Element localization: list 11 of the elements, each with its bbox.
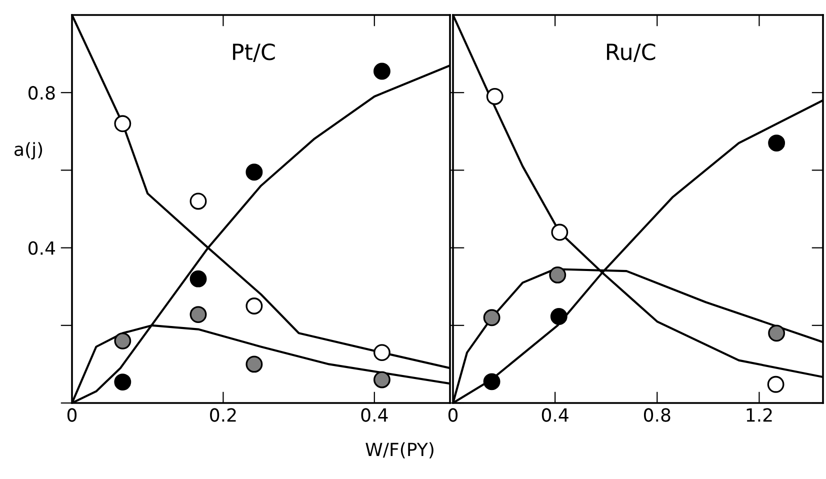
text: Pt/C (233, 43, 275, 62)
x-axis-title: W/F(PY) (366, 442, 434, 458)
text: Ru/C (607, 43, 656, 62)
x-tick-label: 0.2 (210, 408, 236, 422)
x-tick-label: 1.2 (746, 408, 772, 422)
x-tick-label: 0.4 (361, 408, 388, 422)
x-tick-label: 0 (67, 408, 77, 422)
y-axis-title: a(j) (14, 142, 42, 160)
x-tick-label: 0.4 (542, 408, 568, 422)
x-tick-label: 0.8 (644, 408, 670, 422)
x-tick-label: 0 (448, 408, 458, 422)
